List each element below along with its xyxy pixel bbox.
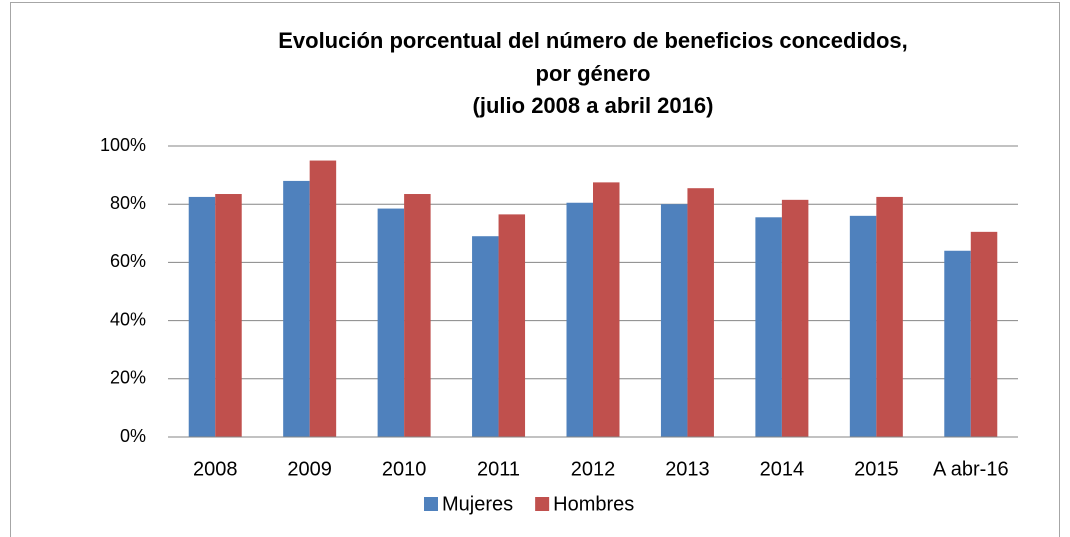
bar [377, 208, 405, 437]
legend-label: Mujeres [442, 493, 513, 515]
legend-label: Hombres [553, 493, 634, 515]
chart-title: Evolución porcentual del número de benef… [278, 28, 908, 53]
bar [687, 188, 714, 437]
y-tick-label: 80% [110, 193, 146, 213]
bar [970, 231, 998, 437]
bar [781, 199, 809, 437]
x-tick-label: 2011 [477, 458, 520, 480]
legend-swatch [535, 497, 550, 511]
x-tick-label: 2008 [193, 458, 238, 480]
x-tick-label: 2014 [760, 458, 805, 480]
y-tick-label: 40% [110, 309, 146, 329]
x-tick-label: 2010 [382, 458, 427, 480]
bar [215, 194, 242, 437]
bar [283, 180, 310, 438]
y-tick-label: 20% [110, 368, 146, 388]
x-tick-label: 2015 [854, 458, 899, 480]
bar [849, 215, 877, 437]
x-tick-label: A abr-16 [933, 458, 1009, 480]
legend-swatch [424, 497, 438, 511]
bar [404, 194, 431, 437]
x-tick-label: 2013 [665, 458, 710, 480]
bar [876, 196, 903, 437]
y-tick-label: 0% [120, 426, 146, 446]
y-tick-label: 60% [110, 251, 146, 271]
bar [498, 214, 526, 437]
bar [593, 182, 620, 437]
y-tick-label: 100% [100, 135, 146, 155]
bar [188, 196, 216, 437]
chart-title: (julio 2008 a abril 2016) [473, 93, 714, 118]
bar [472, 236, 499, 437]
x-tick-label: 2009 [287, 458, 332, 480]
bar [309, 160, 337, 438]
x-tick-label: 2012 [571, 458, 616, 480]
bar [566, 202, 593, 437]
chart-title: por género [536, 61, 651, 86]
bar [755, 217, 782, 437]
bar [660, 204, 688, 437]
bar [944, 250, 971, 437]
